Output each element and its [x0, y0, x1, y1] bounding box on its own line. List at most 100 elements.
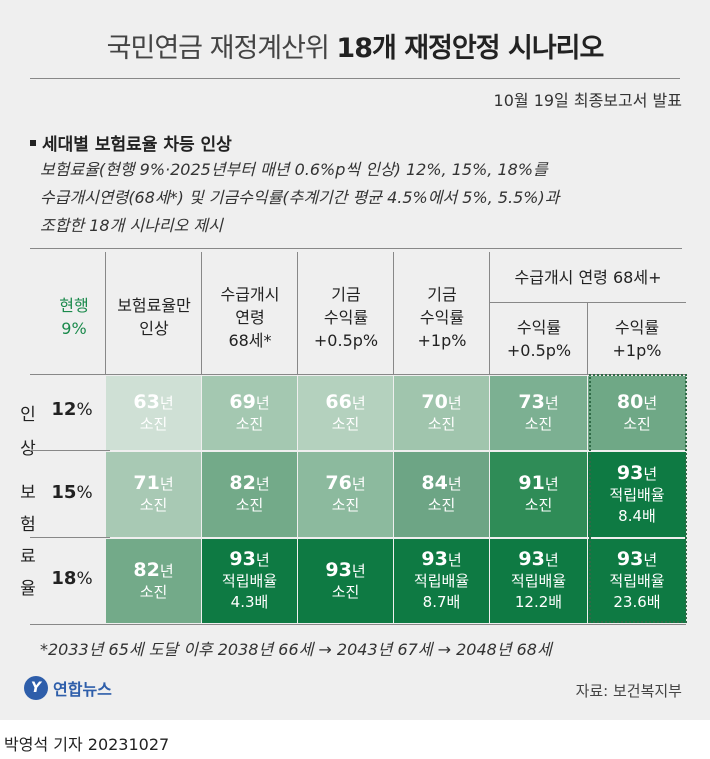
title-divider	[30, 78, 680, 79]
scenario-cell: 82년 소진	[106, 539, 201, 623]
logo-name: 연합뉴스	[53, 680, 112, 699]
scenario-cell: 93년 소진	[298, 539, 393, 623]
row-label-pct: %	[76, 569, 93, 589]
cell-year-number: 93	[616, 461, 644, 484]
scenario-cell: 93년 적립배율 8.4배	[588, 452, 686, 537]
cell-ratio: 23.6배	[613, 593, 661, 611]
cell-status: 소진	[139, 414, 168, 433]
header-bottom-rule	[30, 374, 686, 375]
scenario-cell: 66년 소진	[298, 376, 393, 450]
row-label-rate: 12	[51, 399, 77, 420]
cell-status: 소진	[427, 496, 456, 514]
header-current-line: 9%	[61, 319, 87, 338]
table-bottom-rule	[30, 624, 686, 625]
header-group-divider	[490, 302, 686, 303]
cell-year: 91년	[518, 473, 558, 495]
cell-status: 소진	[524, 496, 553, 514]
header-line: +1p%	[612, 341, 662, 360]
cell-year-number: 71	[133, 472, 160, 494]
header-premium-only: 보험료율만 인상	[106, 262, 202, 372]
cell-year-number: 80	[616, 390, 644, 413]
cell-year-number: 93	[616, 548, 644, 570]
cell-year: 93년	[325, 559, 365, 582]
cell-status: 소진	[235, 414, 264, 433]
cell-ratio: 8.4배	[618, 506, 656, 525]
cell-year: 82년	[133, 559, 174, 582]
row-label-12: 12%	[44, 399, 100, 420]
scenario-cell: 93년 적립배율 23.6배	[588, 539, 686, 623]
cell-year-unit: 년	[544, 393, 559, 412]
header-line: 기금	[427, 284, 457, 304]
cell-year: 93년	[421, 549, 461, 571]
scenario-cell: 70년 소진	[394, 376, 489, 450]
cell-year: 73년	[518, 391, 559, 414]
footnote: *2033년 65세 도달 이후 2038년 66세 → 2043년 67세 →…	[40, 640, 552, 659]
cell-ratio: 8.7배	[422, 593, 461, 611]
cell-year: 66년	[325, 391, 365, 414]
title-bold: 18개 재정안정 시나리오	[336, 33, 604, 64]
cell-year: 84년	[421, 473, 461, 495]
cell-year: 93년	[518, 549, 558, 571]
header-group-return-1: 수익률 +1p%	[588, 306, 686, 372]
description-line: 조합한 18개 시나리오 제시	[40, 216, 223, 235]
header-line: 수익률	[419, 307, 465, 327]
row-divider	[30, 450, 110, 451]
header-line: +1p%	[417, 330, 467, 350]
scenario-cell: 84년 소진	[394, 452, 489, 537]
header-divider	[489, 252, 490, 374]
header-current-line: 현행	[59, 296, 89, 315]
cell-year-number: 63	[133, 390, 160, 413]
row-divider	[30, 537, 110, 538]
cell-status: 소진	[139, 496, 168, 514]
cell-year: 71년	[133, 473, 173, 495]
cell-year-unit: 년	[159, 475, 174, 493]
table-top-rule	[30, 248, 682, 249]
source: 자료: 보건복지부	[575, 682, 682, 700]
scenario-cell: 93년 적립배율 12.2배	[490, 539, 587, 623]
cell-year-number: 69	[229, 390, 256, 413]
header-group-return-05: 수익률 +0.5p%	[490, 306, 588, 372]
header-return-05: 기금 수익률 +0.5p%	[298, 262, 394, 372]
description: 보험료율(현행 9%·2025년부터 매년 0.6%p씩 인상) 12%, 15…	[40, 156, 559, 240]
cell-year-number: 82	[229, 472, 256, 494]
cell-status: 적립배율	[221, 572, 278, 590]
row-label-rate: 18	[51, 568, 77, 589]
highlight-best-scenario	[589, 374, 687, 623]
cell-year: 76년	[325, 473, 365, 495]
cell-year-unit: 년	[447, 551, 462, 569]
cell-year: 93년	[229, 549, 269, 571]
cell-year-unit: 년	[447, 393, 462, 412]
header-line: 기금	[331, 284, 361, 304]
row-label-pct: %	[76, 483, 93, 503]
header-line: 인상	[139, 319, 169, 338]
header-pension-age: 수급개시 연령 68세*	[202, 262, 298, 372]
cell-year-number: 84	[421, 472, 448, 494]
header-divider	[297, 252, 298, 374]
side-label-char: 인	[20, 405, 36, 425]
row-label-rate: 15	[51, 482, 77, 503]
side-label-char: 보	[20, 483, 36, 503]
cell-status: 소진	[623, 414, 651, 433]
cell-status: 적립배율	[413, 572, 470, 590]
cell-year-number: 70	[421, 390, 448, 413]
header-line: 수익률	[323, 307, 369, 327]
scenario-cell: 82년 소진	[202, 452, 297, 537]
cell-year-unit: 년	[643, 464, 658, 483]
row-label-18: 18%	[44, 568, 100, 589]
cell-year-unit: 년	[159, 561, 174, 580]
cell-year-unit: 년	[255, 475, 270, 493]
header-line: 수급개시	[220, 284, 280, 304]
header-current: 현행 9%	[44, 262, 104, 372]
cell-status: 소진	[331, 496, 360, 514]
yonhap-logo-icon: Y	[24, 676, 48, 700]
cell-status: 소진	[524, 414, 553, 433]
header-divider	[393, 252, 394, 374]
section-title-text: 세대별 보험료율 차등 인상	[42, 135, 232, 155]
header-divider	[201, 252, 202, 374]
cell-year-number: 91	[518, 472, 545, 494]
page-title: 국민연금 재정계산위 18개 재정안정 시나리오	[0, 26, 710, 65]
cell-year-unit: 년	[544, 475, 559, 493]
scenario-cell: 71년 소진	[106, 452, 201, 537]
header-group-age-68: 수급개시 연령 68세+	[514, 267, 662, 287]
cell-year: 70년	[421, 390, 462, 414]
